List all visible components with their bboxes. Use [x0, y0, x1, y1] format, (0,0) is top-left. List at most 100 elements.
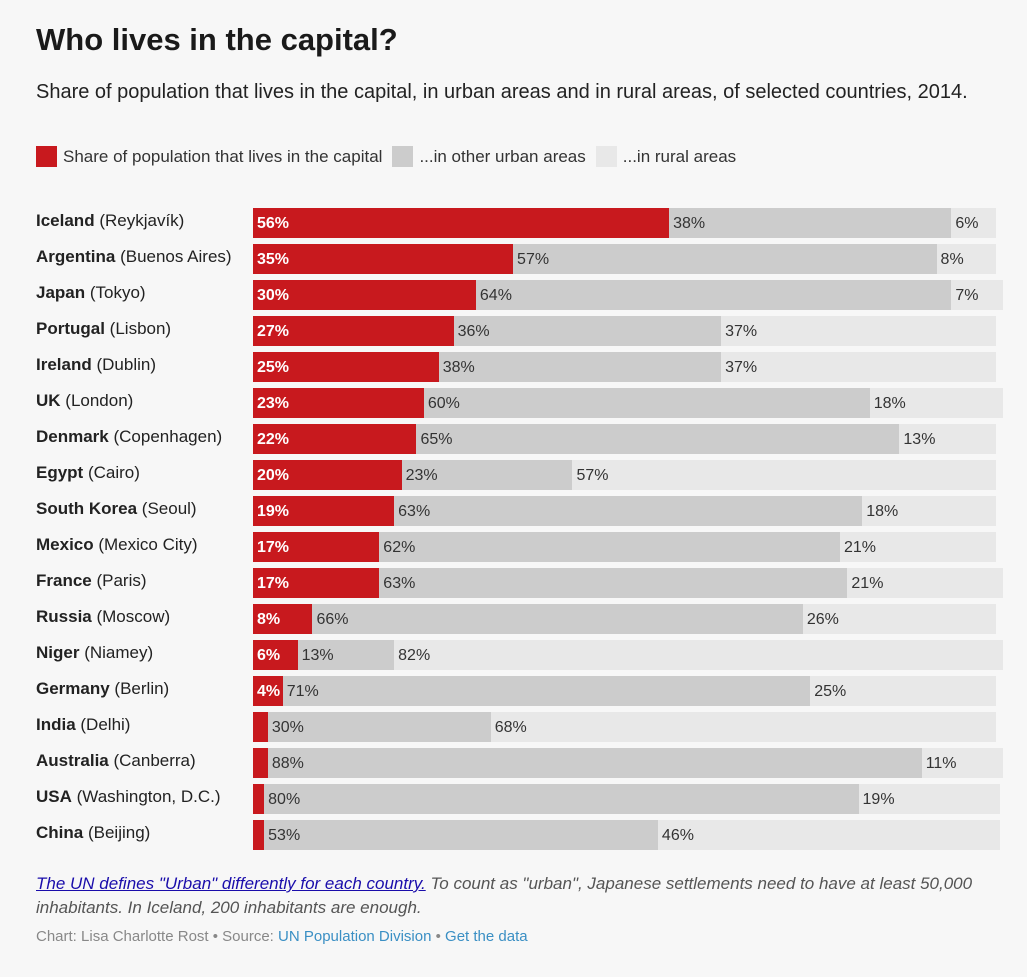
bar-track: 6% 13% 82%: [253, 640, 1004, 670]
legend-item-urban: ...in other urban areas: [392, 146, 586, 167]
bar-track: 20% 23% 57%: [253, 460, 996, 490]
row-label: Egypt (Cairo): [36, 463, 140, 483]
bar-segment-urban: [453, 316, 722, 346]
data-label-rural: 57%: [576, 467, 609, 484]
capital-name: (London): [60, 391, 134, 410]
bar-segment-capital: [253, 568, 380, 598]
bar-track: 4% 71% 25%: [253, 676, 996, 706]
country-name: Mexico: [36, 535, 94, 554]
data-label-rural: 21%: [851, 575, 884, 592]
bar-segment-rural: [921, 748, 1004, 778]
capital-name: (Moscow): [91, 607, 171, 626]
country-name: China: [36, 823, 84, 842]
get-data-link[interactable]: Get the data: [445, 928, 528, 945]
data-label-capital: 22%: [257, 431, 290, 448]
bar-segment-rural: [847, 568, 1004, 598]
bar-segment-urban: [401, 460, 573, 490]
data-label-capital: 6%: [257, 647, 281, 664]
bar-track: 19% 63% 18%: [253, 496, 996, 526]
row-label: Ireland (Dublin): [36, 355, 156, 375]
bar-row: Egypt (Cairo) 20% 23% 57%: [0, 459, 1027, 490]
data-label-rural: 7%: [955, 287, 979, 304]
bar-segment-rural: [862, 496, 996, 526]
footnote: The UN defines "Urban" differently for e…: [36, 872, 996, 920]
data-label-urban: 88%: [271, 755, 304, 772]
capital-name: (Dublin): [91, 355, 156, 374]
data-label-urban: 60%: [427, 395, 460, 412]
row-label: France (Paris): [36, 571, 147, 591]
country-name: Argentina: [36, 247, 116, 266]
bar-row: Mexico (Mexico City) 17% 62% 21%: [0, 531, 1027, 562]
data-label-capital: 8%: [257, 611, 281, 628]
bar-segment-rural: [802, 604, 996, 634]
bar-track: 53% 46%: [253, 820, 1000, 850]
bar-segment-capital: [253, 460, 402, 490]
bar-segment-capital: [253, 388, 424, 418]
bar-segment-capital: [253, 784, 265, 814]
data-label-rural: 13%: [903, 431, 936, 448]
country-name: Ireland: [36, 355, 92, 374]
bar-segment-urban: [264, 784, 859, 814]
bar-segment-capital: [253, 316, 454, 346]
capital-name: (Washington, D.C.): [71, 787, 221, 806]
country-name: UK: [36, 391, 61, 410]
country-name: Australia: [36, 751, 109, 770]
bar-track: 23% 60% 18%: [253, 388, 1004, 418]
capital-name: (Reykjavík): [94, 211, 185, 230]
data-label-rural: 37%: [725, 323, 758, 340]
bar-segment-urban: [438, 352, 722, 382]
capital-name: (Cairo): [83, 463, 140, 482]
data-label-urban: 57%: [517, 251, 550, 268]
chart-subtitle: Share of population that lives in the ca…: [36, 81, 968, 103]
credits: Chart: Lisa Charlotte Rost • Source: UN …: [36, 928, 528, 945]
legend-swatch-urban: [392, 146, 414, 167]
bar-row: France (Paris) 17% 63% 21%: [0, 567, 1027, 598]
row-label: Germany (Berlin): [36, 679, 169, 699]
data-label-rural: 21%: [843, 539, 876, 556]
bar-row: Russia (Moscow) 8% 66% 26%: [0, 603, 1027, 634]
bar-segment-capital: [253, 820, 265, 850]
row-label: Denmark (Copenhagen): [36, 427, 222, 447]
country-name: India: [36, 715, 76, 734]
country-name: France: [36, 571, 92, 590]
bar-segment-capital: [253, 280, 476, 310]
bar-segment-urban: [423, 388, 870, 418]
bar-segment-rural: [657, 820, 1000, 850]
bar-segment-rural: [839, 532, 996, 562]
row-label: Japan (Tokyo): [36, 283, 146, 303]
bar-row: Niger (Niamey) 6% 13% 82%: [0, 639, 1027, 670]
stacked-bar-chart: Iceland (Reykjavík) 56% 38% 6% Argentina (Bu…: [0, 207, 1027, 855]
bar-track: 8% 66% 26%: [253, 604, 996, 634]
bar-segment-urban: [312, 604, 803, 634]
data-label-capital: 19%: [257, 503, 290, 520]
capital-name: (Buenos Aires): [115, 247, 232, 266]
capital-name: (Seoul): [137, 499, 197, 518]
data-label-rural: 26%: [806, 611, 839, 628]
data-label-urban: 66%: [316, 611, 349, 628]
bar-segment-urban: [379, 532, 840, 562]
capital-name: (Mexico City): [93, 535, 198, 554]
data-label-rural: 8%: [940, 251, 964, 268]
bar-row: Iceland (Reykjavík) 56% 38% 6%: [0, 207, 1027, 238]
urban-definition-link[interactable]: The UN defines "Urban" differently for e…: [36, 874, 426, 893]
data-label-urban: 71%: [286, 683, 319, 700]
data-label-urban: 63%: [383, 575, 416, 592]
bar-segment-urban: [379, 568, 848, 598]
data-label-capital: 35%: [257, 251, 290, 268]
data-label-urban: 62%: [383, 539, 416, 556]
source-link[interactable]: UN Population Division: [278, 928, 432, 945]
bar-track: 27% 36% 37%: [253, 316, 996, 346]
bar-segment-rural: [721, 352, 996, 382]
capital-name: (Berlin): [109, 679, 170, 698]
capital-name: (Tokyo): [85, 283, 146, 302]
bar-segment-capital: [253, 748, 268, 778]
data-label-capital: 30%: [257, 287, 290, 304]
bar-row: Argentina (Buenos Aires) 35% 57% 8%: [0, 243, 1027, 274]
capital-name: (Beijing): [83, 823, 151, 842]
bar-segment-urban: [416, 424, 900, 454]
data-label-rural: 19%: [862, 791, 895, 808]
legend-item-capital: Share of population that lives in the ca…: [36, 146, 382, 167]
bar-track: 25% 38% 37%: [253, 352, 996, 382]
row-label: Niger (Niamey): [36, 643, 153, 663]
bar-segment-urban: [282, 676, 811, 706]
